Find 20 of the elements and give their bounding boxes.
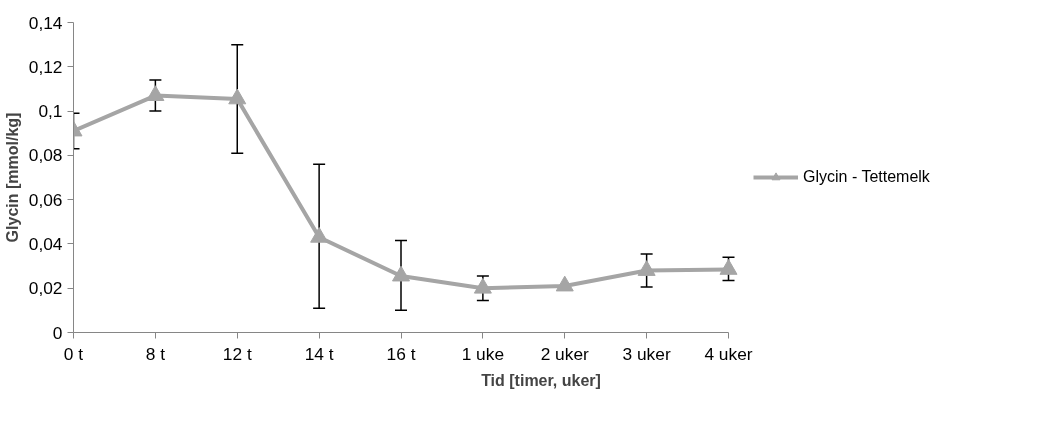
y-tick-label: 0,14 (28, 12, 63, 33)
legend-label: Glycin - Tettemelk (803, 168, 930, 186)
y-axis-title: Glycin [mmol/kg] (3, 112, 21, 243)
y-tick-label: 0,08 (28, 145, 63, 166)
y-tick-label: 0,02 (28, 278, 63, 299)
x-tick-label: 1 uke (461, 343, 505, 364)
x-tick-label: 8 t (145, 343, 166, 364)
x-axis-title: Tid [timer, uker] (481, 371, 601, 389)
x-tick-label: 16 t (386, 343, 416, 364)
x-tick-label: 12 t (222, 343, 252, 364)
y-tick-label: 0,12 (28, 56, 63, 77)
x-tick-label: 3 uker (622, 343, 671, 364)
x-tick-label: 4 uker (704, 343, 753, 364)
x-tick-label: 14 t (304, 343, 334, 364)
y-tick-label: 0,1 (38, 101, 63, 122)
y-tick-label: 0 (52, 322, 63, 343)
y-tick-label: 0,04 (28, 233, 63, 254)
y-tick-label: 0,06 (28, 189, 63, 210)
x-tick-label: 0 t (63, 343, 84, 364)
x-tick-label: 2 uker (540, 343, 590, 364)
